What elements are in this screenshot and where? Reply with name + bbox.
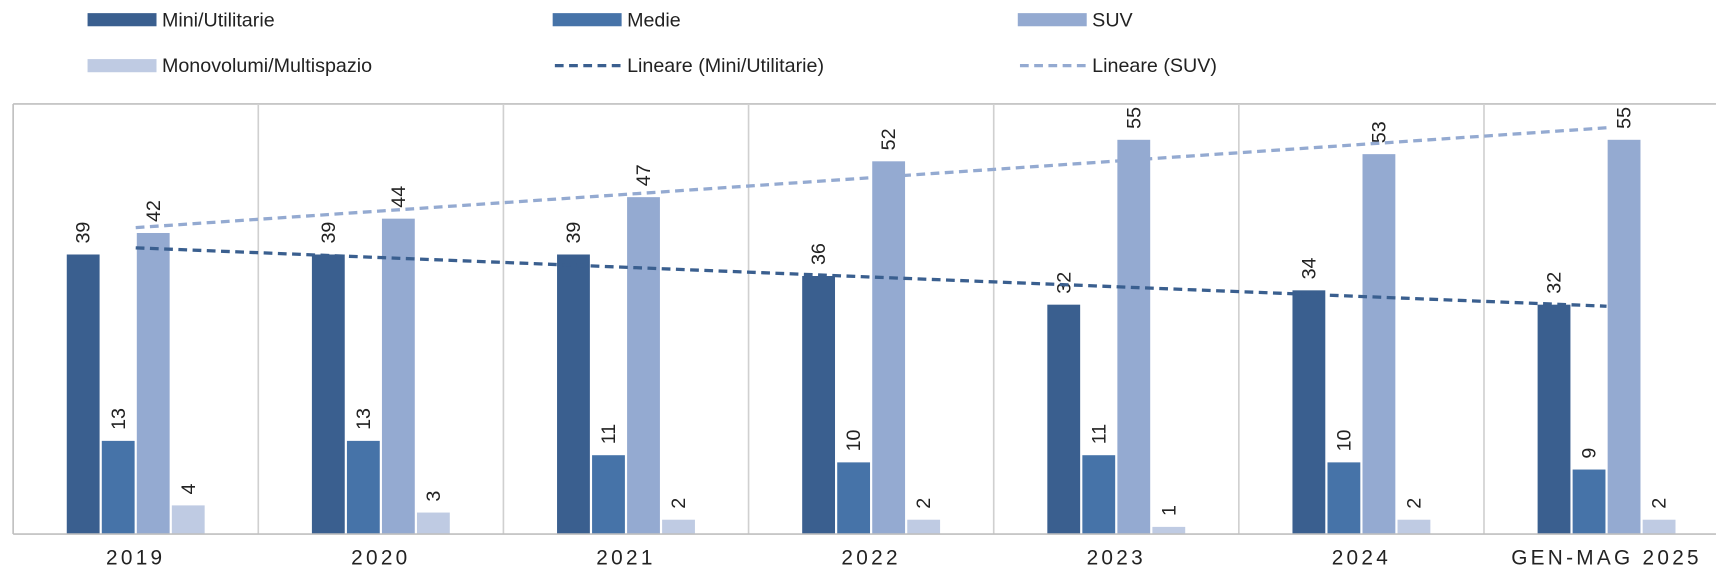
data-label: 4	[178, 483, 200, 494]
x-tick-label: 2021	[596, 547, 655, 570]
bar	[837, 462, 871, 535]
trendline	[135, 246, 1607, 308]
bar	[907, 519, 941, 535]
legend-swatch	[552, 13, 622, 27]
bar	[66, 254, 100, 535]
data-label: 13	[108, 408, 130, 430]
bar	[346, 440, 380, 535]
data-label: 11	[1088, 424, 1110, 444]
data-label: 32	[1544, 272, 1566, 294]
x-tick-label: 2024	[1332, 547, 1391, 570]
bar	[1607, 139, 1641, 535]
legend-label: Lineare (SUV)	[1092, 55, 1217, 77]
bar	[1397, 519, 1431, 535]
bar	[592, 455, 625, 535]
bar	[1047, 304, 1081, 535]
data-label: 3	[423, 491, 445, 502]
x-tick-label: GEN-MAG 2025	[1511, 547, 1702, 570]
data-label: 2	[668, 498, 690, 509]
bar	[1327, 462, 1361, 535]
bar	[416, 512, 450, 535]
legend-label: Monovolumi/Multispazio	[162, 55, 372, 77]
legend-label: Mini/Utilitarie	[162, 9, 275, 31]
legend-label: SUV	[1092, 9, 1133, 31]
bar	[557, 254, 590, 535]
data-label: 10	[843, 429, 865, 451]
bar	[872, 161, 906, 535]
data-label: 55	[1123, 107, 1145, 129]
bar	[627, 197, 660, 535]
data-label: 53	[1368, 121, 1390, 143]
data-label: 34	[1298, 257, 1320, 279]
legend-swatch	[1017, 13, 1087, 27]
legend-label: Medie	[627, 9, 681, 31]
legend-label: Lineare (Mini/Utilitarie)	[627, 55, 824, 77]
trendline	[135, 126, 1607, 230]
bar	[1117, 139, 1151, 535]
bar	[1082, 455, 1116, 535]
data-label: 13	[353, 408, 375, 430]
bar	[662, 519, 695, 535]
x-tick-label: 2023	[1087, 547, 1146, 570]
bar	[1362, 154, 1396, 535]
bar	[311, 254, 345, 535]
bar	[1152, 526, 1186, 535]
data-label: 1	[1158, 505, 1180, 516]
data-label: 55	[1614, 107, 1636, 129]
data-label: 2	[1404, 498, 1426, 509]
x-tick-label: 2022	[841, 547, 900, 570]
data-label: 39	[563, 222, 585, 244]
x-tick-label: 2019	[106, 547, 165, 570]
data-label: 42	[143, 200, 165, 222]
data-label: 39	[73, 222, 95, 244]
data-label: 10	[1333, 429, 1355, 451]
x-tick-label: 2020	[351, 547, 410, 570]
data-label: 11	[598, 424, 620, 444]
data-label: 2	[1649, 498, 1671, 509]
data-label: 36	[808, 243, 830, 265]
data-label: 32	[1053, 272, 1075, 294]
legend-swatch	[87, 13, 157, 27]
bar	[381, 218, 415, 535]
data-label: 52	[878, 128, 900, 150]
bar	[1537, 304, 1571, 535]
data-label: 39	[318, 222, 340, 244]
data-label: 2	[913, 498, 935, 509]
data-label: 9	[1579, 448, 1601, 459]
data-label: 44	[388, 186, 410, 208]
bar	[1292, 290, 1326, 535]
bar	[136, 232, 170, 535]
bar	[101, 440, 135, 535]
bar	[1572, 469, 1606, 535]
legend-swatch	[87, 59, 157, 73]
bar	[802, 276, 836, 535]
data-label: 47	[633, 164, 655, 186]
bar	[171, 505, 205, 535]
bar	[1642, 519, 1676, 535]
